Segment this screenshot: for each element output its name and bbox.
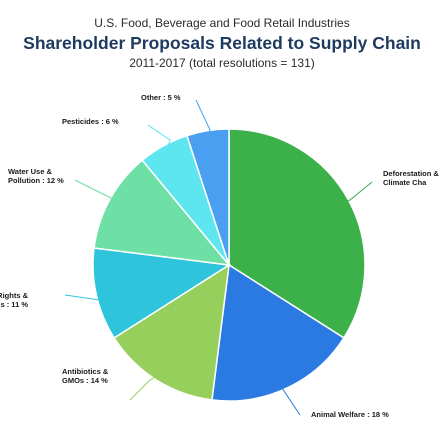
leader-line-0 — [342, 181, 373, 203]
leader-line-3 — [64, 293, 103, 301]
leader-line-4 — [74, 179, 116, 203]
slice-label-3: Rights &Conditions : 11 % — [0, 291, 29, 309]
slice-label-5: Pesticides : 6 % — [62, 117, 119, 126]
pie-slice-1 — [211, 263, 345, 402]
slice-label-0: Deforestation & Climate Cha — [383, 169, 439, 187]
pie-slice-3 — [92, 247, 232, 339]
pie-slice-6 — [186, 128, 230, 266]
leader-line-2 — [129, 374, 160, 401]
pie-slice-4 — [93, 159, 231, 266]
leader-line-6 — [195, 99, 211, 137]
chart-title: Shareholder Proposals Related to Supply … — [23, 33, 421, 53]
chart-supertitle: U.S. Food, Beverage and Food Retail Indu… — [94, 16, 350, 30]
pie-slice-2 — [113, 263, 230, 401]
leader-line-1 — [279, 382, 301, 416]
slice-label-1: Animal Welfare : 18 % — [311, 410, 389, 419]
chart-subtitle: 2011-2017 (total resolutions = 131) — [129, 56, 315, 70]
slice-label-6: Other : 5 % — [141, 93, 181, 102]
pie-slice-0 — [228, 128, 366, 339]
slice-label-2: Antibiotics & GMOs : 14 % — [62, 367, 109, 385]
slice-label-4: Water Use & Pollution : 12 % — [8, 167, 64, 185]
leader-line-5 — [147, 124, 171, 152]
